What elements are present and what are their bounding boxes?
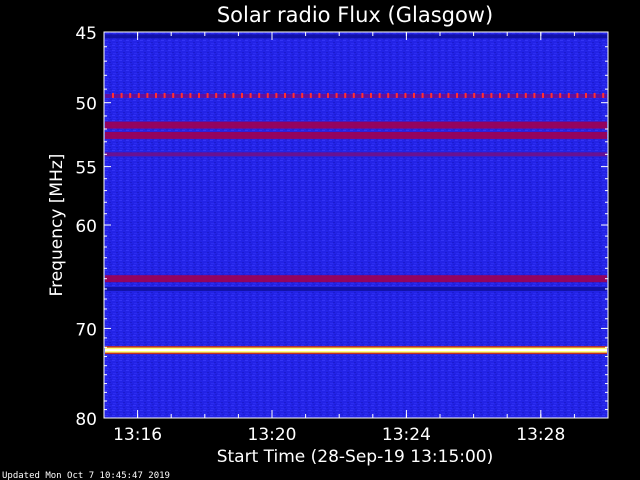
- plot-noise: [104, 32, 608, 418]
- spike-mark: [524, 92, 527, 98]
- x-axis-label: Start Time (28-Sep-19 13:15:00): [217, 447, 494, 467]
- spike-mark: [309, 92, 312, 98]
- band: [105, 121, 607, 129]
- x-tick-label: 13:28: [516, 425, 565, 445]
- spike-mark: [576, 92, 579, 98]
- spike-mark: [447, 92, 450, 98]
- spike-mark: [198, 92, 200, 98]
- spike-mark: [438, 92, 441, 98]
- spike-mark: [516, 92, 519, 98]
- y-tick-label: 45: [75, 24, 97, 44]
- spike-mark: [421, 92, 424, 98]
- spike-mark: [481, 92, 484, 98]
- spike-mark: [232, 92, 235, 98]
- spike-mark: [327, 92, 329, 98]
- spike-mark: [602, 92, 605, 98]
- spike-mark: [490, 92, 493, 98]
- y-axis: 45 50 55 60 70 80: [75, 24, 608, 430]
- spike-mark: [387, 92, 390, 98]
- spike-mark: [567, 92, 570, 98]
- spike-mark: [137, 92, 140, 98]
- spike-mark: [284, 92, 286, 98]
- band-base: [105, 93, 607, 98]
- spike-mark: [258, 92, 261, 98]
- band: [105, 152, 607, 157]
- spike-mark: [507, 92, 510, 98]
- spike-mark: [180, 92, 183, 98]
- x-tick-label: 13:16: [113, 425, 162, 445]
- spike-mark: [464, 92, 467, 98]
- band: [105, 34, 607, 39]
- spike-mark: [146, 92, 149, 98]
- spike-mark: [533, 92, 536, 98]
- spike-mark: [550, 92, 553, 98]
- spike-mark: [112, 92, 114, 98]
- spike-mark: [215, 92, 218, 98]
- x-tick-label: 13:20: [248, 425, 297, 445]
- plot-area: [103, 31, 609, 419]
- spike-mark: [129, 92, 132, 98]
- spike-mark: [318, 92, 321, 98]
- band-peak: [105, 349, 607, 352]
- spike-mark: [352, 92, 355, 98]
- spike-mark: [370, 92, 372, 98]
- spike-mark: [456, 92, 458, 98]
- band: [105, 131, 607, 139]
- spike-mark: [206, 92, 209, 98]
- y-tick-label: 60: [75, 217, 97, 237]
- burst-spikes: [112, 92, 605, 98]
- spike-mark: [542, 92, 544, 98]
- spike-mark: [335, 92, 338, 98]
- spike-mark: [395, 92, 398, 98]
- emission-bands: [105, 34, 607, 355]
- x-tick-label: 13:24: [382, 425, 431, 445]
- spike-mark: [413, 92, 415, 98]
- spike-mark: [593, 92, 596, 98]
- spike-mark: [266, 92, 269, 98]
- chart-title: Solar radio Flux (Glasgow): [217, 3, 493, 27]
- spike-mark: [344, 92, 347, 98]
- spike-mark: [189, 92, 192, 98]
- spike-mark: [361, 92, 364, 98]
- spike-mark: [301, 92, 304, 98]
- band: [105, 286, 607, 291]
- spike-mark: [404, 92, 407, 98]
- y-tick-label: 50: [75, 95, 97, 115]
- y-tick-label: 55: [75, 159, 97, 179]
- spike-mark: [292, 92, 295, 98]
- spike-mark: [275, 92, 278, 98]
- spike-mark: [430, 92, 433, 98]
- spike-mark: [172, 92, 175, 98]
- spike-mark: [559, 92, 562, 98]
- y-tick-label: 70: [75, 320, 97, 340]
- spike-mark: [120, 92, 123, 98]
- spike-mark: [499, 92, 501, 98]
- spike-mark: [155, 92, 157, 98]
- band: [105, 275, 607, 283]
- y-tick-label: 80: [75, 410, 97, 430]
- y-axis-label: Frequency [MHz]: [47, 154, 67, 297]
- spike-mark: [241, 92, 243, 98]
- spike-mark: [223, 92, 226, 98]
- spike-mark: [249, 92, 252, 98]
- spike-mark: [473, 92, 476, 98]
- spike-mark: [585, 92, 587, 98]
- updated-timestamp: Updated Mon Oct 7 10:45:47 2019: [2, 471, 170, 480]
- x-axis: 13:16 13:20 13:24 13:28: [103, 32, 609, 445]
- spike-mark: [378, 92, 381, 98]
- spike-mark: [163, 92, 166, 98]
